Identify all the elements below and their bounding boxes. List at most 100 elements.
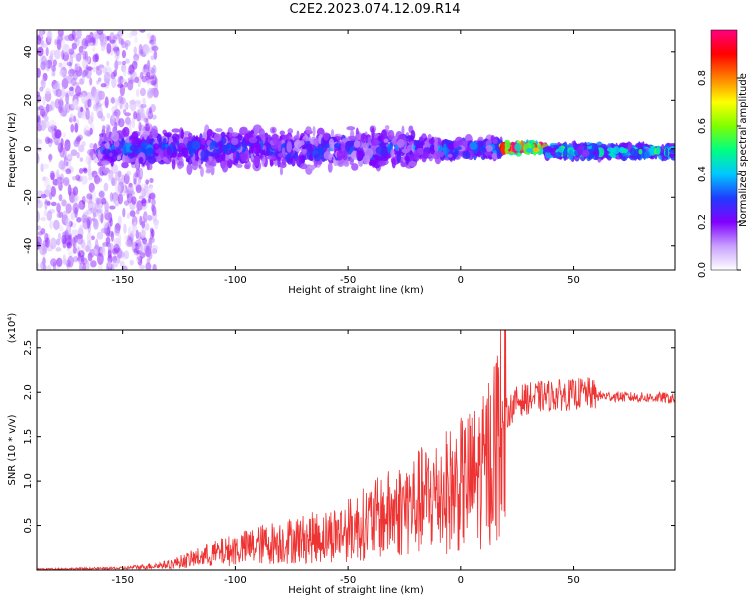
spectrogram-cell — [49, 170, 56, 181]
spectrogram-cell — [342, 149, 348, 161]
spectrogram-cell — [305, 126, 312, 135]
x-tick-label: 0 — [458, 575, 464, 586]
spectrogram-cell — [606, 147, 615, 152]
spectrogram-cell — [595, 148, 600, 158]
spectrogram-cell — [396, 138, 405, 148]
spectrogram-cell — [618, 152, 623, 159]
spectrogram-cell — [83, 168, 88, 174]
spectrogram-cell — [40, 261, 45, 270]
spectrogram-cell — [65, 217, 72, 228]
spectrogram-cell — [125, 170, 132, 176]
spectrogram-cell — [401, 148, 410, 154]
spectrogram-cell — [404, 155, 411, 162]
spectrogram-cell — [73, 98, 79, 109]
spectrogram-cell — [336, 149, 344, 161]
spectrogram-frame — [36, 29, 676, 271]
spectrogram-cell — [118, 177, 122, 186]
spectrogram-cell — [71, 175, 77, 181]
spectrogram-cell — [383, 138, 389, 143]
spectrogram-cell — [78, 168, 84, 174]
spectrogram-cell — [171, 152, 177, 158]
spectrogram-cell — [101, 160, 110, 166]
spectrogram-cell — [106, 127, 110, 139]
spectrogram-cell — [143, 44, 150, 56]
spectrogram-cell — [151, 244, 157, 255]
snr-y-multiplier: (x10⁴) — [7, 313, 18, 344]
spectrogram-cell — [107, 242, 114, 251]
spectrogram-cell — [435, 150, 445, 158]
spectrogram-cell — [109, 152, 113, 157]
spectrogram-cell — [129, 99, 136, 105]
spectrogram-cell — [253, 128, 259, 136]
spectrogram-cell — [244, 164, 250, 170]
spectrogram-cell — [51, 65, 56, 72]
spectrogram-cell — [91, 189, 96, 202]
spectrogram-cell — [115, 184, 122, 194]
spectrogram-cell — [146, 71, 150, 78]
spectrogram-cell — [420, 140, 425, 146]
spectrogram-cell — [209, 141, 216, 152]
spectrogram-cell — [67, 184, 72, 196]
spectrogram-cell — [562, 148, 568, 157]
spectrogram-cell — [139, 170, 144, 178]
spectrogram-cell — [61, 39, 66, 52]
spectrogram-cell — [200, 166, 204, 177]
spectrogram-cell — [70, 123, 75, 133]
spectrogram-cell — [139, 113, 146, 121]
spectrogram-cell — [108, 260, 112, 270]
spectrogram-cell — [360, 132, 367, 144]
spectrogram-cell — [258, 128, 266, 139]
spectrogram-cell — [308, 164, 316, 170]
spectrogram-cell — [103, 154, 109, 160]
spectrogram-cell — [112, 47, 120, 52]
spectrogram-cell — [150, 55, 155, 61]
spectrogram-cell — [141, 197, 147, 207]
spectrogram-cell — [69, 113, 74, 123]
spectrogram-cell — [122, 207, 126, 218]
spectrogram-cell — [111, 115, 116, 120]
spectrogram-cell — [447, 153, 453, 158]
spectrogram-cell — [135, 157, 140, 170]
spectrogram-cell — [153, 220, 159, 230]
spectrogram-panel: -150 -100 -50 0 50 -40 -20 0 20 40 Height of str… — [7, 29, 676, 296]
spectrogram-cell — [668, 148, 675, 154]
spectrogram-cell — [433, 136, 439, 147]
spectrogram-cell — [118, 250, 125, 258]
spectrogram-cell — [98, 92, 105, 99]
spectrogram-cell — [462, 150, 471, 160]
spectrogram-cell — [37, 106, 41, 111]
spectrogram-cell — [65, 161, 69, 167]
colorbar-tick-label: 0.4 — [697, 166, 708, 182]
spectrogram-cell — [110, 177, 117, 187]
spectrogram-cell — [75, 85, 82, 97]
spectrogram-cell — [613, 146, 620, 155]
spectrogram-cell — [328, 153, 333, 161]
spectrogram-cell — [85, 155, 92, 166]
spectrogram-cell — [68, 48, 75, 55]
spectrogram-cell — [287, 128, 294, 135]
spectrogram-cell — [56, 169, 60, 178]
spectrogram-cell — [52, 59, 57, 67]
spectrogram-cell — [126, 192, 133, 204]
spectrogram-cell — [215, 128, 223, 133]
spectrogram-cell — [89, 248, 95, 258]
spectrogram-cell — [187, 132, 193, 142]
spectrogram-cell — [239, 126, 248, 134]
spectrogram-cell — [104, 201, 109, 213]
spectrogram-cell — [37, 67, 41, 78]
spectrogram-cell — [87, 165, 92, 177]
spectrogram-cell — [119, 260, 125, 267]
spectrogram-cell — [532, 147, 540, 153]
spectrogram-cell — [619, 146, 625, 154]
spectrogram-cell — [85, 64, 89, 76]
snr-x-label: Height of straight line (km) — [288, 585, 424, 596]
spectrogram-cell — [143, 64, 148, 70]
spectrogram-cell — [133, 248, 138, 253]
spectrogram-cell — [554, 152, 562, 158]
spectrogram-cell — [162, 137, 167, 145]
spectrogram-cell — [103, 71, 111, 84]
spectrogram-cell — [496, 151, 501, 160]
spectrogram-cell — [56, 257, 63, 268]
spectrogram-cell — [146, 257, 151, 265]
spectrogram-cell — [353, 140, 361, 148]
